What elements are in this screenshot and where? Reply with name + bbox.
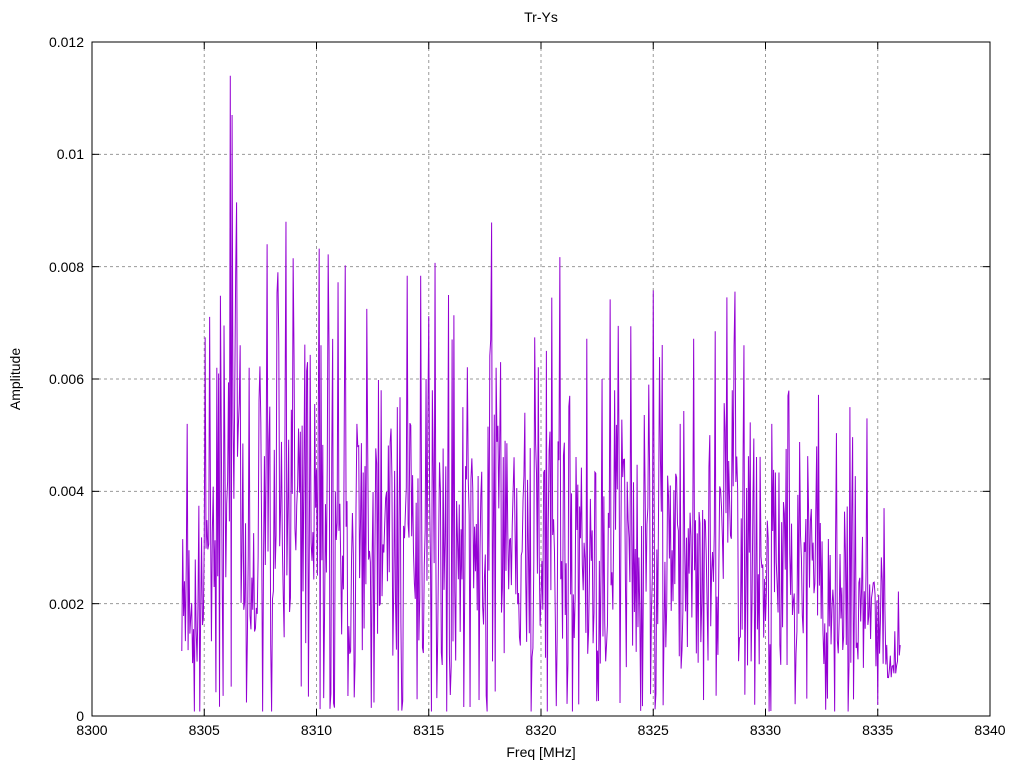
y-tick-label: 0	[76, 708, 84, 724]
y-tick-label: 0.012	[48, 34, 84, 50]
chart-title: Tr-Ys	[524, 9, 558, 25]
y-tick-label: 0.01	[56, 146, 84, 163]
x-tick-label: 8325	[637, 722, 669, 738]
x-tick-label: 8310	[300, 722, 333, 738]
x-tick-label: 8315	[413, 722, 445, 738]
x-tick-label: 8330	[749, 722, 782, 738]
y-tick-label: 0.002	[48, 595, 84, 612]
x-tick-label: 8320	[525, 722, 557, 738]
x-tick-label: 8335	[862, 722, 894, 738]
y-tick-label: 0.008	[48, 258, 84, 275]
y-tick-label: 0.004	[48, 483, 84, 500]
x-tick-label: 8340	[974, 722, 1006, 738]
y-tick-label: 0.006	[48, 371, 84, 387]
x-axis-label: Freq [MHz]	[506, 744, 576, 760]
amplitude-trace	[181, 75, 901, 712]
x-tick-label: 8300	[76, 722, 108, 738]
x-tick-label: 8305	[188, 722, 220, 738]
